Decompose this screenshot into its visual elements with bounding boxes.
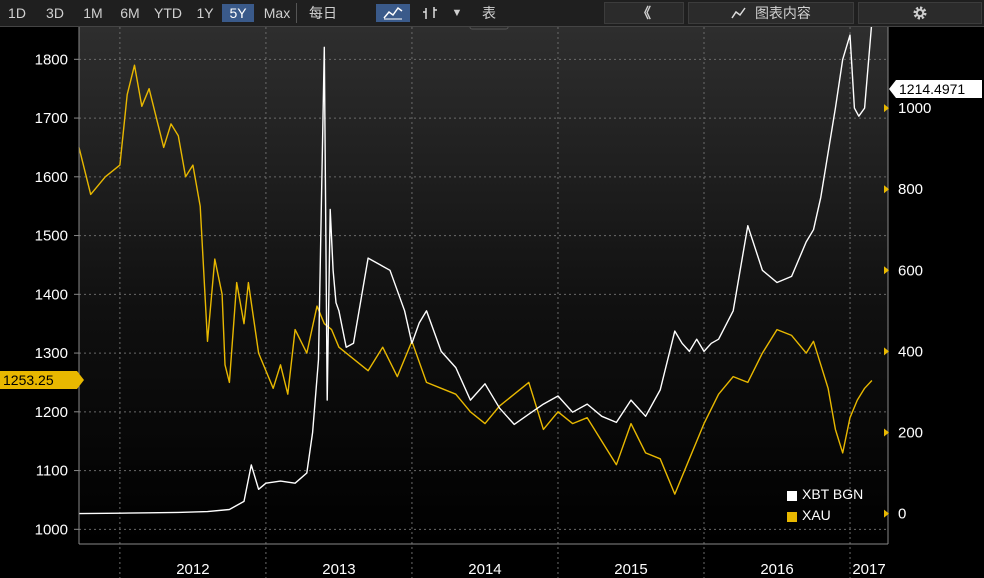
chart-content-label: 图表内容 [754, 5, 811, 21]
left-axis-tick-label: 1000 [35, 521, 68, 538]
right-axis-tick-label: 200 [898, 424, 923, 441]
x-axis-tick-label: 2014 [468, 561, 501, 578]
price-chart: 1000 1100 1200 1300 1400 1500 1600 1700 1800 0 200… [35, 27, 932, 578]
left-axis-tick-label: 1600 [35, 169, 68, 186]
toolbar-divider [296, 3, 297, 23]
x-axis-tick-label: 2015 [614, 561, 647, 578]
x-axis-tick-label: 2016 [760, 561, 793, 578]
right-axis-tick-label: 0 [898, 506, 906, 523]
collapse-button[interactable]: 《 [604, 4, 684, 22]
axes: 1000 1100 1200 1300 1400 1500 1600 1700 1800 0 200… [35, 51, 932, 578]
right-axis-tick-label: 1000 [898, 100, 931, 117]
range-button-1y[interactable]: 1Y [196, 5, 214, 21]
right-axis-tick-label: 400 [898, 343, 923, 360]
left-axis-tick-label: 1700 [35, 110, 68, 127]
range-button-1m[interactable]: 1M [83, 5, 103, 21]
frequency-dropdown[interactable]: 每日 ▼ [302, 4, 344, 39]
legend-label-xbt: XBT BGN [802, 486, 864, 502]
xbt-last-value-tag: 1214.4971 [896, 80, 982, 98]
table-button[interactable]: 表 [482, 5, 496, 21]
line-chart-icon [383, 6, 403, 20]
collapse-panel [604, 2, 684, 24]
left-axis-tick-label: 1100 [36, 463, 68, 480]
x-axis-tick-label: 2012 [176, 561, 209, 578]
xau-tag-arrow [77, 371, 84, 389]
chart-style-box [469, 27, 509, 30]
range-button-1d[interactable]: 1D [8, 5, 26, 21]
right-axis-tick-label: 600 [898, 262, 923, 279]
ohlc-bars-icon [423, 7, 437, 19]
chart-style-button[interactable] [469, 27, 509, 30]
plot-area [79, 27, 888, 544]
xau-last-value-tag: 1253.25 [0, 371, 77, 389]
caret-down-icon: ▼ [451, 7, 463, 19]
gear-icon [913, 6, 927, 20]
double-chevron-left-icon: 《 [637, 5, 651, 21]
left-axis-tick-label: 1200 [35, 404, 68, 421]
chart-content-button[interactable]: 图表内容 [688, 4, 854, 22]
legend-swatch-xau [787, 512, 797, 522]
chart-toolbar: 1D 3D 1M 6M YTD 1Y 5Y Max 每日 ▼ ▼ 表 《 图表内容 [0, 0, 984, 39]
right-axis-tick [884, 185, 889, 194]
series-layer [78, 27, 873, 515]
left-axis-tick-label: 1300 [35, 345, 68, 362]
x-axis-tick-label: 2013 [322, 561, 355, 578]
right-axis-tick [884, 104, 889, 113]
range-button-5y[interactable]: 5Y [222, 4, 254, 22]
frequency-label: 每日 [309, 5, 337, 21]
right-axis-tick [884, 347, 889, 356]
chart-content-icon [731, 7, 746, 19]
range-button-6m[interactable]: 6M [120, 5, 140, 21]
range-button-ytd[interactable]: YTD [154, 5, 182, 21]
line-chart-button[interactable] [376, 4, 410, 22]
settings-panel [858, 2, 982, 24]
range-button-max[interactable]: Max [263, 5, 291, 21]
right-axis-tick-label: 800 [898, 181, 923, 198]
range-button-3d[interactable]: 3D [46, 5, 64, 21]
left-axis-tick-label: 1500 [35, 228, 68, 245]
bar-chart-button[interactable] [416, 4, 444, 22]
legend-label-xau: XAU [802, 507, 831, 523]
left-axis-tick-label: 1800 [35, 51, 68, 68]
chart-content-panel [688, 2, 854, 24]
x-axis-tick-label: 2017 [852, 561, 885, 578]
gridlines [79, 27, 888, 578]
settings-button[interactable] [858, 4, 982, 22]
series-line-xbt [78, 27, 873, 515]
xbt-tag-arrow [889, 80, 896, 98]
right-axis-tick [884, 428, 889, 437]
chart-type-dropdown[interactable]: ▼ [448, 4, 466, 22]
left-axis-tick-label: 1400 [35, 286, 68, 303]
right-axis-tick [884, 509, 889, 518]
legend-swatch-xbt [787, 491, 797, 501]
right-axis-tick [884, 266, 889, 275]
